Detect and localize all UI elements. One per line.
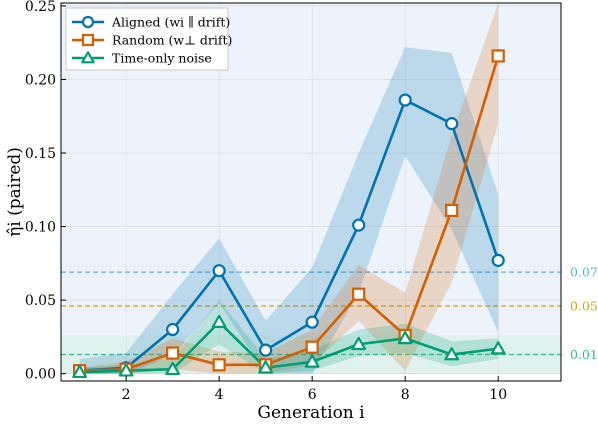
series-line-2 xyxy=(79,320,499,374)
data-point-s2-x3 xyxy=(165,361,181,376)
grid xyxy=(61,3,561,381)
data-point-s2-x8 xyxy=(397,330,413,345)
legend-swatch-marker-0 xyxy=(81,15,95,29)
series-markers xyxy=(72,49,506,379)
data-point-s2-x1 xyxy=(72,364,88,379)
y-tick-label-3: 0.15 xyxy=(25,146,56,162)
data-point-s0-x4 xyxy=(212,264,226,278)
y-tick-label-4: 0.20 xyxy=(25,72,56,88)
data-point-s0-x8 xyxy=(398,93,412,107)
data-point-s1-x6 xyxy=(305,340,319,354)
data-point-s2-x2 xyxy=(118,363,134,377)
reference-line-label-2: 0.01 xyxy=(570,347,598,362)
reference-line-label-0: 0.07 xyxy=(570,265,598,280)
data-point-s0-x7 xyxy=(352,218,366,232)
data-point-s0-x5 xyxy=(259,343,273,357)
data-point-s2-x4 xyxy=(211,314,227,329)
data-point-s1-x4 xyxy=(212,358,226,372)
plot-frame xyxy=(60,2,562,382)
legend: Aligned (wi ∥ drift) Random (w⊥ drift) Tim… xyxy=(65,7,232,71)
data-point-s2-x6 xyxy=(304,354,320,368)
data-point-s0-x10 xyxy=(491,253,505,267)
series-line-1 xyxy=(79,55,500,373)
x-tick-label-3: 8 xyxy=(401,387,410,403)
data-point-s1-x9 xyxy=(445,203,459,217)
data-point-s0-x9 xyxy=(445,117,459,131)
y-tick-label-2: 0.10 xyxy=(25,220,56,236)
legend-label-1: Random (w⊥ drift) xyxy=(112,33,232,48)
legend-label-2: Time-only noise xyxy=(112,51,212,66)
y-tick-label-0: 0.00 xyxy=(25,367,56,383)
data-point-s0-x3 xyxy=(166,322,180,337)
axis-ticks: 2 4 6 8 10 0.00 0.05 0.10 0.15 0.20 0.25 xyxy=(25,0,507,403)
reference-lines xyxy=(61,271,561,356)
reference-line-label-1: 0.05 xyxy=(570,298,598,313)
y-axis-title: η̂i (paired) xyxy=(5,147,25,237)
x-axis-title: Generation i xyxy=(257,403,365,423)
data-point-s0-x6 xyxy=(305,315,319,329)
x-tick-label-0: 2 xyxy=(122,387,131,403)
x-tick-label-1: 4 xyxy=(215,387,224,403)
y-tick-label-1: 0.05 xyxy=(25,293,56,309)
data-point-s1-x7 xyxy=(352,287,366,301)
data-point-s2-x7 xyxy=(351,336,367,351)
series-lines xyxy=(79,55,500,374)
x-tick-label-2: 6 xyxy=(308,387,317,403)
y-tick-label-5: 0.25 xyxy=(25,0,56,15)
data-point-s2-x10 xyxy=(490,341,506,355)
series-line-0 xyxy=(79,98,500,373)
legend-swatch-marker-1 xyxy=(81,33,95,47)
legend-label-0: Aligned (wi ∥ drift) xyxy=(111,15,230,30)
data-point-s2-x5 xyxy=(258,360,274,374)
data-point-s1-x10 xyxy=(491,49,505,63)
data-point-s2-x9 xyxy=(444,347,460,361)
x-tick-label-4: 10 xyxy=(489,387,507,403)
legend-swatch-marker-2 xyxy=(81,51,95,64)
data-point-s1-x3 xyxy=(166,346,180,360)
